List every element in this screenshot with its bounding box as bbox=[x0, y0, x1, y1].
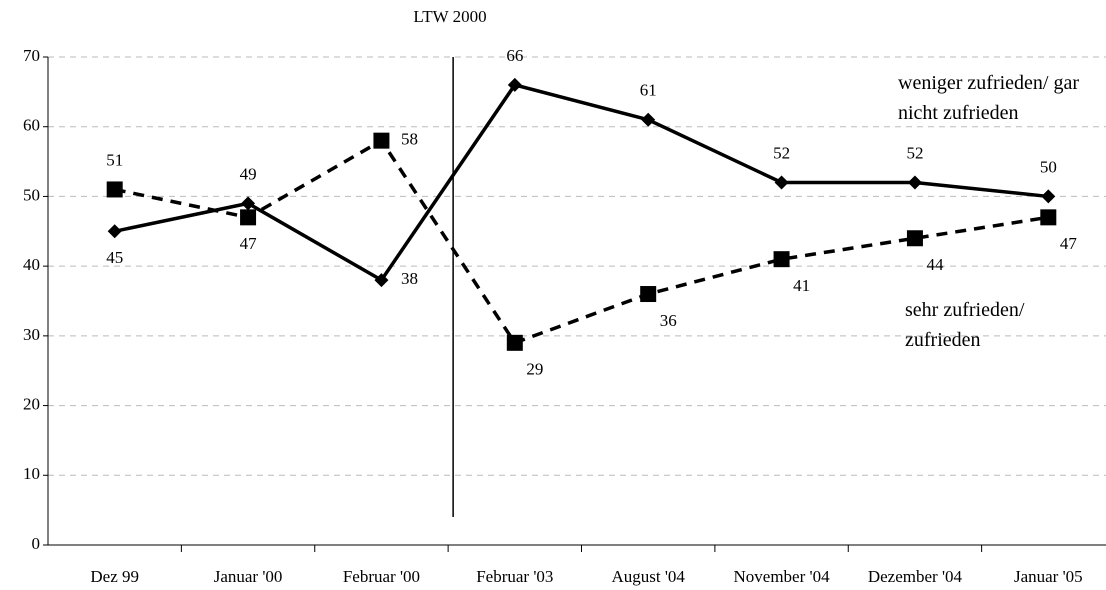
marker bbox=[1040, 209, 1057, 226]
x-tick-label: November '04 bbox=[734, 567, 831, 586]
value-label: 29 bbox=[526, 360, 543, 379]
series-line bbox=[114, 138, 1049, 345]
y-tick-label: 20 bbox=[23, 394, 40, 413]
x-tick-label: Dezember '04 bbox=[868, 567, 963, 586]
x-tick-label: Dez 99 bbox=[90, 567, 139, 586]
marker bbox=[374, 273, 389, 288]
value-label: 52 bbox=[773, 143, 790, 162]
value-label: 58 bbox=[401, 130, 418, 149]
marker bbox=[774, 175, 789, 190]
marker bbox=[640, 286, 657, 303]
marker bbox=[506, 334, 523, 351]
marker bbox=[507, 77, 522, 92]
y-tick-label: 0 bbox=[32, 534, 41, 553]
x-tick-label: Februar '00 bbox=[343, 567, 420, 586]
x-tick-label: August '04 bbox=[611, 567, 685, 586]
value-label: 47 bbox=[240, 234, 258, 253]
y-tick-label: 50 bbox=[23, 185, 40, 204]
x-tick-label: Januar '00 bbox=[214, 567, 283, 586]
value-label: 38 bbox=[401, 269, 418, 288]
value-label: 61 bbox=[640, 81, 657, 100]
value-label: 44 bbox=[926, 255, 944, 274]
marker bbox=[106, 181, 123, 198]
y-tick-label: 40 bbox=[23, 255, 40, 274]
series-label: sehr zufrieden/ zufrieden bbox=[905, 299, 1025, 351]
series-label: weniger zufrieden/ gar nicht zufrieden bbox=[898, 72, 1080, 124]
marker bbox=[773, 251, 790, 268]
value-label: 45 bbox=[106, 248, 123, 267]
value-label: 36 bbox=[660, 311, 677, 330]
value-label: 50 bbox=[1040, 157, 1057, 176]
y-tick-label: 60 bbox=[23, 116, 40, 135]
value-label: 51 bbox=[106, 150, 123, 169]
value-label: 49 bbox=[240, 164, 257, 183]
x-tick-label: Februar '03 bbox=[476, 567, 553, 586]
marker bbox=[907, 175, 922, 190]
series-line bbox=[114, 82, 1049, 283]
y-tick-label: 30 bbox=[23, 325, 40, 344]
value-label: 52 bbox=[906, 143, 923, 162]
marker bbox=[906, 230, 923, 247]
value-label: 66 bbox=[506, 46, 523, 65]
marker bbox=[373, 132, 390, 149]
marker bbox=[1041, 189, 1056, 204]
marker bbox=[107, 224, 122, 239]
marker bbox=[240, 209, 257, 226]
y-tick-label: 70 bbox=[23, 46, 40, 65]
x-tick-label: Januar '05 bbox=[1014, 567, 1083, 586]
annotation: LTW 2000 bbox=[413, 7, 486, 26]
value-label: 41 bbox=[793, 276, 810, 295]
value-label: 47 bbox=[1060, 234, 1078, 253]
y-tick-label: 10 bbox=[23, 464, 40, 483]
marker bbox=[241, 196, 256, 211]
marker bbox=[641, 112, 656, 127]
